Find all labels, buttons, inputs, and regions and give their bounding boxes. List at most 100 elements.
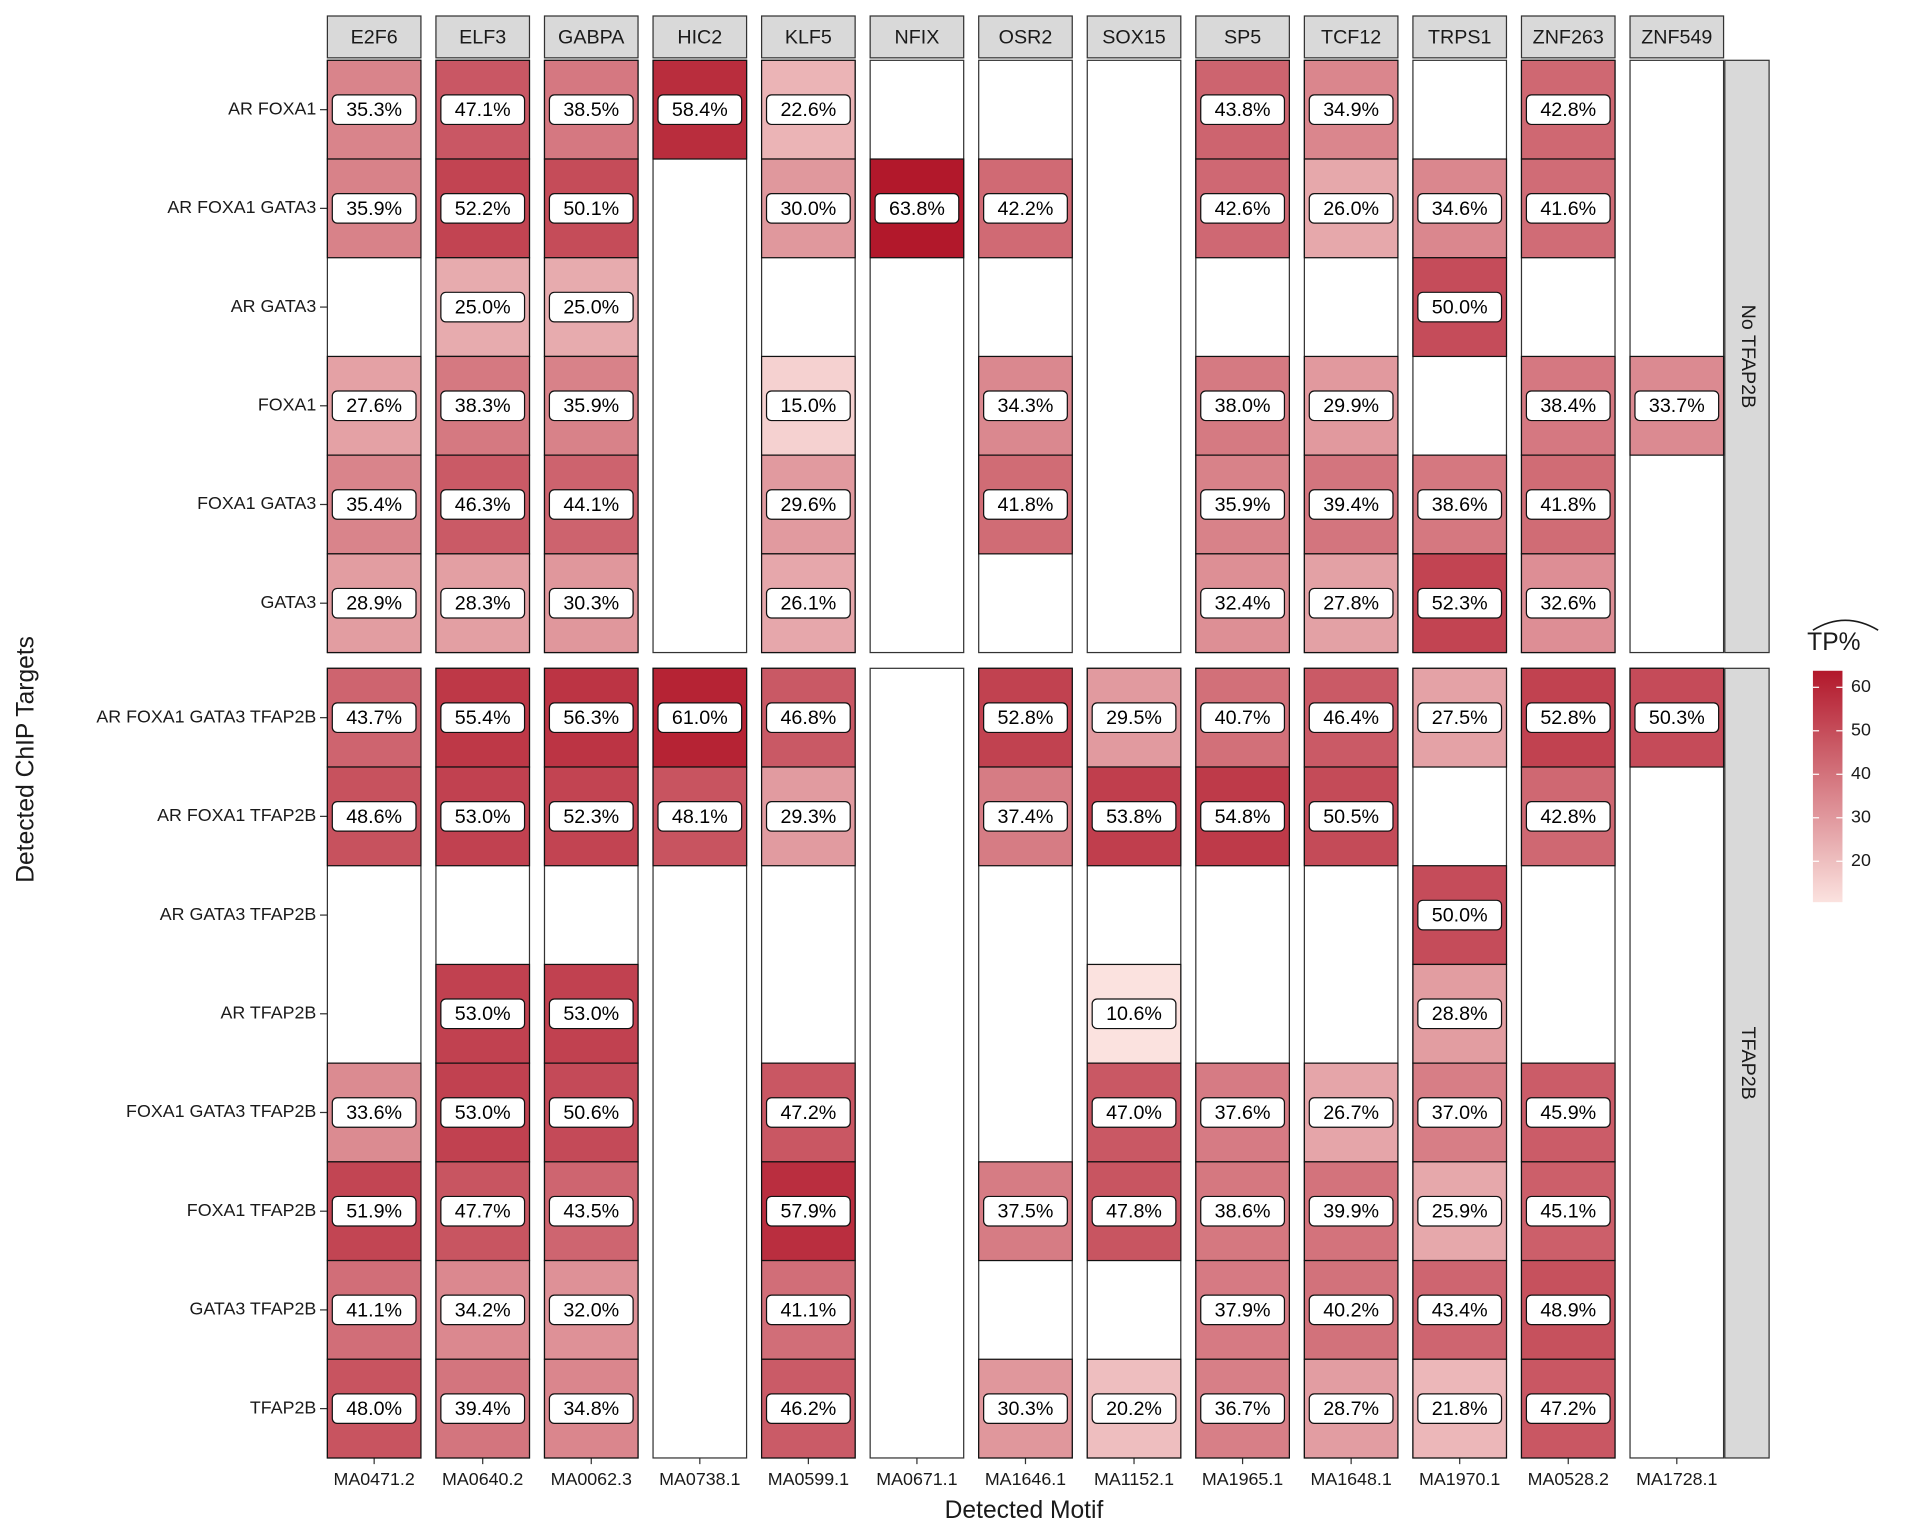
y-tick-label: AR FOXA1 [228,98,316,118]
label-box [548,1195,634,1227]
label-box [1417,899,1503,931]
legend-title-hat [1812,619,1879,631]
cell-label: 45.9% [1540,1102,1596,1124]
label-box [1525,192,1611,224]
cell-label: 29.6% [780,494,836,516]
cell-label: 32.0% [563,1299,619,1321]
label-box [1308,702,1394,734]
label-box [1308,1294,1394,1326]
cell-label: 39.9% [1323,1201,1379,1223]
cell-label: 37.4% [998,806,1054,828]
cell-label: 21.8% [1432,1398,1488,1420]
cell-label: 41.8% [998,494,1054,516]
label-box [1634,702,1720,734]
label-box [1200,587,1286,619]
cell-label: 41.1% [780,1299,836,1321]
label-box [440,192,526,224]
legend-title: TP% [1807,629,1860,656]
cell-label: 38.6% [1215,1201,1271,1223]
cell-label: 38.3% [455,395,511,417]
label-box [548,1393,634,1425]
cell-label: 48.0% [346,1398,402,1420]
cell-label: 43.5% [563,1201,619,1223]
strip [760,15,856,59]
cell-label: 28.7% [1323,1398,1379,1420]
label-box [1525,587,1611,619]
strip [435,15,531,59]
label-box [874,192,960,224]
label-box [1525,800,1611,832]
label-box [983,192,1068,224]
strip [869,15,965,59]
cell-label: 38.4% [1540,395,1596,417]
cell-label: 42.2% [998,198,1054,220]
x-tick-label: MA1728.1 [1636,1469,1717,1489]
x-tick-label: MA0062.3 [551,1469,632,1489]
y-tick-label: GATA3 TFAP2B [189,1299,316,1319]
cell-label: 34.8% [563,1398,619,1420]
label-box [440,587,526,619]
label-box [983,390,1068,422]
label-box [765,192,851,224]
label-box [331,1195,417,1227]
cell-label: 53.0% [455,1102,511,1124]
cell-label: 50.3% [1649,707,1705,729]
strip-label: SP5 [1224,26,1261,48]
label-box [331,800,417,832]
cell-label: 50.1% [563,198,619,220]
label-box [1200,800,1286,832]
cell-label: 26.7% [1323,1102,1379,1124]
strip [978,15,1073,59]
cell-label: 26.0% [1323,198,1379,220]
label-box [440,1393,526,1425]
label-box [440,998,526,1030]
x-tick-label: MA0471.2 [334,1469,415,1489]
panel-background [869,59,965,654]
label-box [765,489,851,520]
strip [1520,15,1616,59]
strip [1303,15,1399,59]
cell-label: 58.4% [672,99,728,121]
label-box [331,1393,417,1425]
cell-label: 52.2% [455,198,511,220]
cell-label: 43.4% [1432,1299,1488,1321]
y-tick-label: FOXA1 GATA3 [197,493,316,513]
cell-label: 47.2% [780,1102,836,1124]
cell-label: 30.3% [998,1398,1054,1420]
strip [652,15,748,59]
cell-label: 50.0% [1432,297,1488,319]
cell-label: 57.9% [780,1201,836,1223]
cell-label: 52.3% [563,806,619,828]
strip [1412,15,1508,59]
cell-label: 48.1% [672,806,728,828]
cell-label: 41.1% [346,1299,402,1321]
label-box [440,1294,526,1326]
cell-label: 54.8% [1215,806,1271,828]
label-box [1308,1195,1394,1227]
label-box [440,1097,526,1128]
label-box [331,390,417,422]
cell-label: 39.4% [1323,494,1379,516]
label-box [765,1097,851,1128]
strip-label: SOX15 [1102,26,1166,48]
cell-label: 28.3% [455,593,511,615]
label-box [440,291,526,323]
cell-label: 51.9% [346,1201,402,1223]
cell-label: 34.6% [1432,198,1488,220]
cell-label: 37.6% [1215,1102,1271,1124]
cell-label: 61.0% [672,707,728,729]
cell-label: 52.3% [1432,593,1488,615]
colorbar-tick-label: 60 [1851,676,1871,696]
label-box [983,702,1068,734]
cell-label: 41.8% [1540,494,1596,516]
cell-label: 10.6% [1106,1003,1162,1025]
label-box [548,192,634,224]
cell-label: 53.8% [1106,806,1162,828]
label-box [1417,1195,1503,1227]
strip-label: GABPA [558,26,625,48]
label-box [657,800,743,832]
label-box [1417,702,1503,734]
cell-label: 29.5% [1106,707,1162,729]
